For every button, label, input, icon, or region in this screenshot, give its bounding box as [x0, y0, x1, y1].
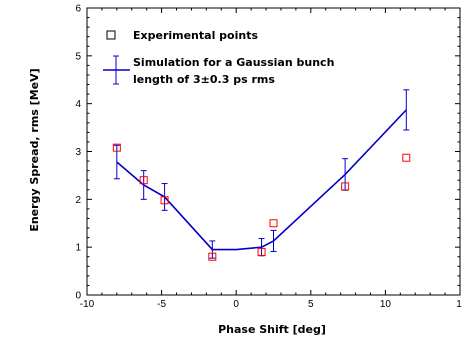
- experimental-point: [402, 153, 411, 162]
- legend-marker-experimental: [106, 30, 116, 40]
- x-tick-label: -5: [157, 299, 166, 310]
- simulation-line: [116, 109, 407, 251]
- y-axis-label: Energy Spread, rms [MeV]: [28, 68, 41, 231]
- simulation-series: [113, 89, 410, 259]
- legend-label-simulation-line1: Simulation for a Gaussian bunch: [133, 56, 334, 69]
- x-tick-label: 10: [380, 299, 392, 310]
- y-tick-label: 0: [75, 291, 81, 302]
- x-axis-label: Phase Shift [deg]: [218, 323, 326, 336]
- legend-label-experimental: Experimental points: [133, 29, 258, 42]
- experimental-point: [160, 196, 169, 205]
- experimental-series: [112, 143, 411, 261]
- legend: Experimental points Simulation for a Gau…: [103, 29, 334, 86]
- x-tick-label: -10: [80, 299, 95, 310]
- x-tick-label: 0: [233, 299, 239, 310]
- experimental-point: [341, 182, 350, 191]
- experimental-point: [269, 219, 278, 228]
- experimental-point: [112, 143, 121, 152]
- legend-label-simulation-line2: length of 3±0.3 ps rms: [133, 73, 275, 86]
- experimental-point: [208, 252, 217, 261]
- x-tick-label: 1: [456, 299, 462, 310]
- y-tick-label: 5: [75, 51, 81, 62]
- experimental-point: [257, 247, 266, 256]
- y-tick-label: 6: [75, 4, 81, 15]
- x-tick-label: 5: [308, 299, 314, 310]
- y-tick-label: 2: [75, 195, 81, 206]
- y-tick-label: 3: [75, 147, 81, 158]
- y-tick-label: 1: [75, 243, 81, 254]
- experimental-point: [139, 176, 148, 185]
- y-tick-label: 4: [75, 99, 81, 110]
